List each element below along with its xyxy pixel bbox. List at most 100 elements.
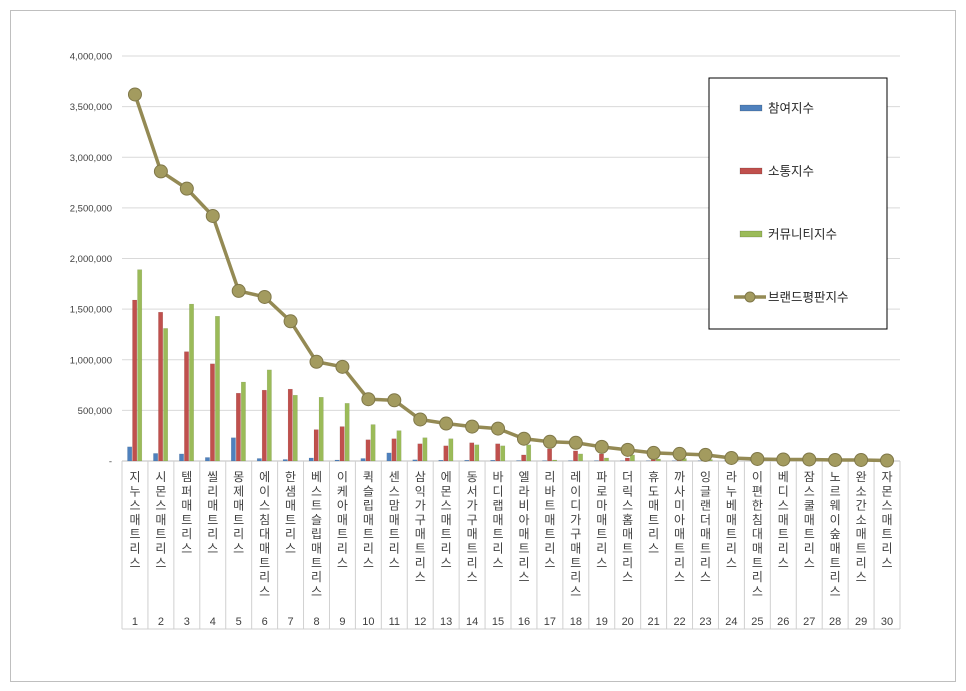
bars [127, 269, 895, 462]
bar-커뮤니티지수 [474, 444, 480, 462]
category-label: 익 [415, 484, 426, 498]
bar-커뮤니티지수 [578, 453, 583, 462]
line-point [439, 416, 454, 431]
legend-label: 커뮤니티지수 [768, 227, 837, 242]
category-label: 트 [415, 542, 426, 556]
category-label: 구 [415, 513, 426, 527]
category-label: 이 [259, 484, 270, 498]
category-label: 바 [544, 484, 555, 498]
category-label: 아 [518, 513, 529, 527]
category-label: 바 [493, 470, 504, 484]
category-label: 스 [493, 556, 504, 570]
bar-커뮤니티지수 [396, 430, 402, 462]
rank-label: 19 [596, 616, 608, 628]
rank-label: 15 [492, 616, 504, 628]
category-label: 매 [259, 542, 270, 556]
bar-소통지수 [132, 299, 138, 462]
category-label: 스 [830, 584, 841, 598]
category-label: 침 [259, 513, 270, 527]
bar-소통지수 [417, 443, 423, 462]
rank-label: 16 [518, 616, 530, 628]
category-label: 노 [830, 470, 841, 484]
rank-label: 14 [466, 616, 478, 628]
bar-참여지수 [205, 457, 210, 462]
category-label: 트 [129, 527, 140, 541]
bar-참여지수 [256, 458, 262, 462]
category-label: 서 [467, 484, 478, 498]
line-point [257, 289, 272, 304]
category-label: 스 [622, 499, 633, 513]
category-label: 스 [752, 584, 763, 598]
y-tick-label: 1,000,000 [70, 355, 112, 366]
category-label: 스 [233, 542, 244, 556]
y-tick-label: 4,000,000 [70, 52, 112, 63]
line-point [568, 435, 583, 450]
category-label: 리 [155, 542, 166, 556]
category-label: 완 [856, 470, 867, 484]
category-label: 슬 [311, 513, 322, 527]
bar-소통지수 [235, 392, 241, 462]
rank-label: 25 [751, 616, 763, 628]
category-label: 제 [233, 484, 244, 498]
category-label: 스 [155, 556, 166, 570]
bar-커뮤니티지수 [189, 303, 194, 462]
category-label: 디 [778, 484, 789, 498]
rank-label: 1 [132, 616, 138, 628]
line-point [724, 450, 739, 465]
line-point [802, 452, 817, 467]
bar-참여지수 [179, 453, 184, 462]
category-label: 편 [752, 484, 763, 498]
category-label: 트 [311, 499, 322, 513]
category-label: 매 [337, 513, 348, 527]
category-label: 매 [674, 527, 685, 541]
category-label: 스 [389, 484, 400, 498]
category-label: 맘 [389, 499, 400, 513]
category-label: 트 [882, 527, 893, 541]
category-label: 퀵 [363, 470, 374, 484]
category-label: 디 [493, 484, 504, 498]
y-tick-label: 2,500,000 [70, 203, 112, 214]
bar-커뮤니티지수 [448, 438, 454, 462]
category-label: 매 [778, 513, 789, 527]
rank-label: 23 [699, 616, 711, 628]
category-label: 매 [570, 542, 581, 556]
bar-참여지수 [282, 459, 288, 462]
line-point [542, 434, 557, 449]
category-label: 아 [337, 499, 348, 513]
bar-소통지수 [547, 448, 553, 462]
category-label: 스 [259, 499, 270, 513]
category-label: 매 [882, 513, 893, 527]
category-label: 이 [752, 470, 763, 484]
category-label: 리 [441, 542, 452, 556]
bar-참여지수 [464, 459, 470, 462]
bar-소통지수 [573, 450, 578, 462]
line-point [672, 446, 687, 461]
category-label: 잠 [804, 470, 815, 484]
legend-label: 소통지수 [768, 164, 814, 179]
rank-label: 2 [158, 616, 164, 628]
rank-label: 17 [544, 616, 556, 628]
bar-소통지수 [443, 445, 449, 462]
rank-label: 18 [570, 616, 582, 628]
bar-참여지수 [386, 452, 392, 462]
rank-label: 13 [440, 616, 452, 628]
category-label: 레 [570, 470, 581, 484]
category-label: 스 [207, 542, 218, 556]
category-label: 스 [337, 556, 348, 570]
category-label: 스 [129, 499, 140, 513]
category-label: 이 [570, 484, 581, 498]
category-label: 스 [259, 584, 270, 598]
bar-소통지수 [261, 389, 267, 462]
category-label: 미 [674, 499, 685, 513]
bar-커뮤니티지수 [266, 369, 272, 462]
category-label: 스 [856, 570, 867, 584]
bar-참여지수 [438, 459, 444, 462]
category-label: 리 [622, 556, 633, 570]
rank-label: 5 [236, 616, 242, 628]
category-label: 립 [311, 527, 322, 541]
category-label: 이 [830, 513, 841, 527]
category-label: 리 [467, 556, 478, 570]
category-label: 스 [596, 556, 607, 570]
category-label: 몬 [882, 484, 893, 498]
category-label: 더 [700, 513, 711, 527]
